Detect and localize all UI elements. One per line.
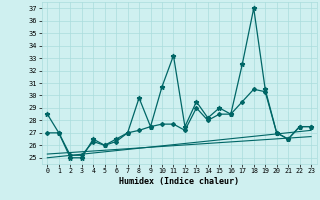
X-axis label: Humidex (Indice chaleur): Humidex (Indice chaleur) [119,177,239,186]
